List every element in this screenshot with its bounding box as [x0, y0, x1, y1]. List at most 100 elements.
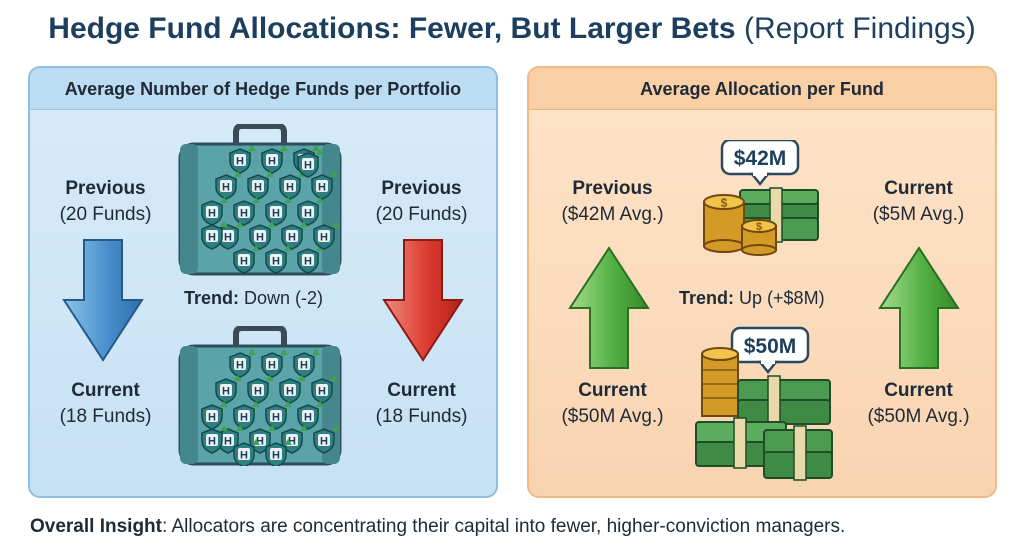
- right-current-label-b: Current ($50M Avg.): [867, 380, 970, 427]
- shield-badge-icon: H: [261, 145, 288, 174]
- svg-text:H: H: [268, 360, 276, 372]
- up-arrow-green-icon-a: [568, 246, 650, 369]
- svg-text:H: H: [256, 436, 264, 448]
- page-title: Hedge Fund Allocations: Fewer, But Large…: [0, 12, 1024, 46]
- svg-text:H: H: [304, 208, 312, 220]
- svg-text:H: H: [320, 436, 328, 448]
- svg-text:$: $: [721, 196, 728, 210]
- shield-badge-icon: H: [293, 349, 320, 378]
- shield-badge-icon: H: [233, 439, 260, 466]
- shield-badge-icon: H: [311, 375, 338, 404]
- svg-text:H: H: [286, 182, 294, 194]
- shield-badge-icon: H: [229, 145, 256, 174]
- right-trend-text: Trend: Up (+$8M): [679, 288, 825, 308]
- svg-text:H: H: [240, 450, 248, 462]
- svg-text:H: H: [272, 256, 280, 268]
- left-current-label-b: Current (18 Funds): [375, 380, 468, 427]
- down-arrow-red-icon: [382, 239, 464, 362]
- shield-badge-icon: H: [279, 375, 306, 404]
- svg-text:H: H: [240, 256, 248, 268]
- shield-badge-icon: H: [297, 245, 324, 274]
- funds-count-panel-header: Average Number of Hedge Funds per Portfo…: [30, 68, 496, 110]
- bubble-amount-previous: $42M: [734, 147, 787, 170]
- svg-text:H: H: [208, 412, 216, 424]
- svg-text:H: H: [304, 160, 312, 172]
- svg-text:H: H: [224, 232, 232, 244]
- allocation-panel-header: Average Allocation per Fund: [529, 68, 995, 110]
- shield-badge-icon: H: [297, 401, 324, 430]
- up-arrow-green-icon-b: [878, 246, 960, 369]
- shield-badge-icon: H: [229, 349, 256, 378]
- svg-text:H: H: [288, 436, 296, 448]
- title-main: Hedge Fund Allocations: Fewer, But Large…: [48, 12, 736, 45]
- right-current-label-a: Current ($50M Avg.): [561, 380, 664, 427]
- right-previous-label: Previous ($42M Avg.): [561, 178, 664, 225]
- svg-text:H: H: [254, 182, 262, 194]
- svg-text:H: H: [208, 208, 216, 220]
- shield-badge-icon: H: [201, 197, 228, 226]
- shield-badge-icon: H: [201, 425, 228, 454]
- svg-text:H: H: [208, 436, 216, 448]
- coin-tower-icon: [701, 347, 739, 417]
- money-stack-previous-icon: $42M $ $: [703, 140, 819, 256]
- shield-badge-icon: H: [265, 401, 292, 430]
- shield-badge-icon: H: [215, 171, 242, 200]
- shield-badge-icon: H: [215, 375, 242, 404]
- svg-text:H: H: [236, 156, 244, 168]
- shield-badge-icon: H: [313, 425, 340, 454]
- shield-badge-icon: H: [247, 375, 274, 404]
- svg-text:H: H: [272, 208, 280, 220]
- shield-badge-icon: H: [265, 245, 292, 274]
- money-stack-current-icon: $50M: [695, 326, 833, 481]
- left-previous-label-b: Previous (20 Funds): [375, 178, 468, 225]
- svg-text:H: H: [224, 436, 232, 448]
- svg-text:H: H: [222, 182, 230, 194]
- coin-stack-icon: $ $: [703, 194, 777, 256]
- svg-text:H: H: [318, 386, 326, 398]
- svg-text:H: H: [236, 360, 244, 372]
- svg-text:H: H: [222, 386, 230, 398]
- svg-text:$: $: [756, 221, 762, 233]
- svg-text:H: H: [288, 232, 296, 244]
- shield-badge-icon: H: [297, 149, 324, 178]
- svg-text:H: H: [268, 156, 276, 168]
- svg-text:H: H: [240, 208, 248, 220]
- shield-badge-icon: H: [233, 245, 260, 274]
- shield-badge-icon: H: [247, 171, 274, 200]
- shield-badge-icon: H: [233, 401, 260, 430]
- shield-badge-icon: H: [311, 171, 338, 200]
- svg-text:H: H: [320, 232, 328, 244]
- svg-text:H: H: [304, 412, 312, 424]
- shield-badge-icon: H: [281, 425, 308, 454]
- overall-insight: Overall Insight: Allocators are concentr…: [30, 516, 846, 537]
- svg-text:H: H: [208, 232, 216, 244]
- bubble-amount-current: $50M: [744, 335, 797, 358]
- shield-badge-icon: H: [233, 197, 260, 226]
- shield-badge-icon: H: [261, 349, 288, 378]
- shield-badge-icon: H: [249, 221, 276, 250]
- svg-text:H: H: [254, 386, 262, 398]
- title-subtitle: (Report Findings): [743, 12, 976, 45]
- svg-text:H: H: [240, 412, 248, 424]
- badges-current: H H HH H H HH H H HH H HH HHH: [201, 349, 340, 466]
- svg-text:H: H: [256, 232, 264, 244]
- svg-text:H: H: [300, 360, 308, 372]
- right-current-label-top: Current ($5M Avg.): [872, 178, 965, 225]
- left-current-label-a: Current (18 Funds): [59, 380, 152, 427]
- shield-badge-icon: H: [265, 197, 292, 226]
- briefcase-current-icon: H H HH H H HH H H HH H HH HHH: [178, 326, 342, 466]
- svg-text:H: H: [304, 256, 312, 268]
- left-previous-label-a: Previous (20 Funds): [59, 178, 152, 225]
- shield-badge-icon: H: [265, 439, 292, 466]
- shield-badge-icon: H: [313, 221, 340, 250]
- shield-badge-icon: H: [297, 197, 324, 226]
- shield-badge-icon: H: [279, 171, 306, 200]
- left-trend-text: Trend: Down (-2): [184, 288, 324, 308]
- svg-text:H: H: [318, 182, 326, 194]
- svg-text:H: H: [286, 386, 294, 398]
- shield-badge-icon: H: [201, 221, 228, 250]
- cash-pile-icon: [695, 375, 833, 481]
- shield-badge-icon: H: [201, 401, 228, 430]
